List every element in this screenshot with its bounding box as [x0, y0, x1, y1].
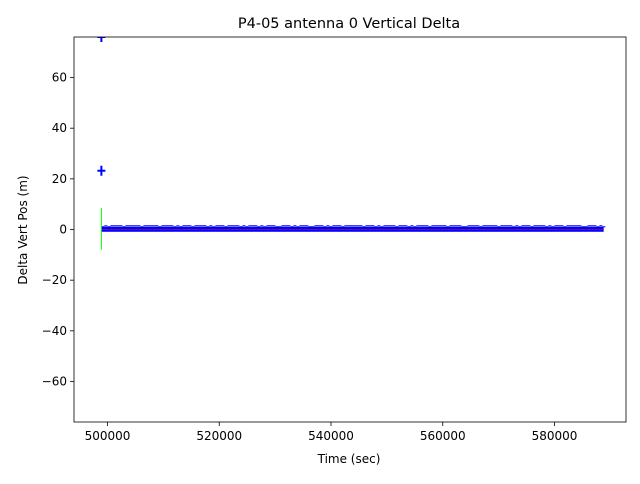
outlier-point — [97, 37, 106, 42]
x-axis-label: Time (sec) — [317, 452, 381, 466]
x-tick-label: 500000 — [85, 429, 131, 443]
x-tick-label: 580000 — [532, 429, 578, 443]
y-tick-label: 0 — [59, 223, 67, 237]
plot-layer — [97, 37, 606, 250]
y-tick-label: 20 — [52, 172, 67, 186]
data-group — [97, 37, 606, 250]
x-tick-label: 560000 — [420, 429, 466, 443]
y-tick-label: −40 — [42, 324, 67, 338]
data-band-edge — [101, 225, 606, 228]
y-axis-label: Delta Vert Pos (m) — [16, 175, 30, 284]
y-tick-label: 40 — [52, 121, 67, 135]
x-tick-label: 540000 — [308, 429, 354, 443]
y-tick-label: −20 — [42, 273, 67, 287]
y-tick-label: 60 — [52, 71, 67, 85]
outlier-point — [97, 165, 106, 176]
chart-title: P4-05 antenna 0 Vertical Delta — [238, 16, 460, 32]
y-tick-label: −60 — [42, 374, 67, 388]
axes-layer: 500000 520000 540000 560000 580000 −60 −40 −20 0… — [42, 36, 627, 443]
x-tick-label: 520000 — [196, 429, 242, 443]
